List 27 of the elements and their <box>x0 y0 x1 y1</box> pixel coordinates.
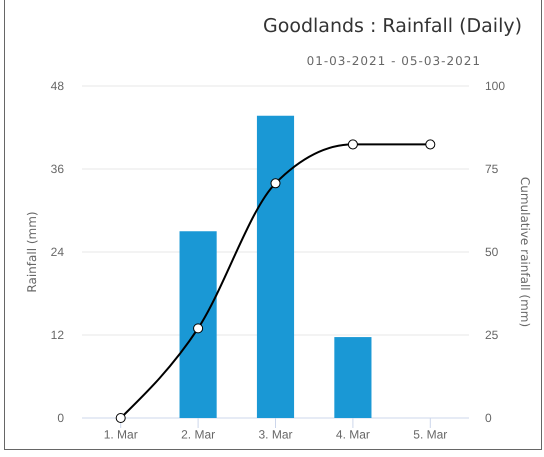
y-tick-label: 12 <box>50 328 64 342</box>
y2-tick-label: 100 <box>485 78 506 93</box>
y2-axis-title: Cumulative rainfall (mm) <box>518 176 532 328</box>
y-tick-label: 36 <box>50 162 64 176</box>
point <box>193 323 204 334</box>
y-axis-title: Rainfall (mm) <box>25 211 39 293</box>
point <box>116 412 126 424</box>
x-tick-label: 1. Mar <box>104 428 138 442</box>
y2-tick-label: 75 <box>485 162 499 176</box>
y2-tick-label: 50 <box>485 244 499 259</box>
bar <box>180 231 217 418</box>
point <box>270 178 281 188</box>
y-tick-label: 0 <box>57 410 64 425</box>
bar <box>256 116 294 418</box>
y2-tick-label: 25 <box>485 328 499 342</box>
x-tick-label: 4. Mar <box>336 428 370 442</box>
point <box>348 139 358 150</box>
y-tick-label: 24 <box>50 244 64 259</box>
x-tick-label: 3. Mar <box>258 428 293 442</box>
chart-title: Goodlands : Rainfall (Daily) <box>262 15 522 37</box>
x-tick-label: 2. Mar <box>181 428 216 442</box>
y2-tick-label: 0 <box>485 410 492 425</box>
chart-subtitle: 01-03-2021 - 05-03-2021 <box>306 54 481 68</box>
point <box>425 139 436 150</box>
bar <box>334 337 372 418</box>
y-tick-label: 48 <box>50 78 64 93</box>
x-tick-label: 5. Mar <box>413 428 448 442</box>
